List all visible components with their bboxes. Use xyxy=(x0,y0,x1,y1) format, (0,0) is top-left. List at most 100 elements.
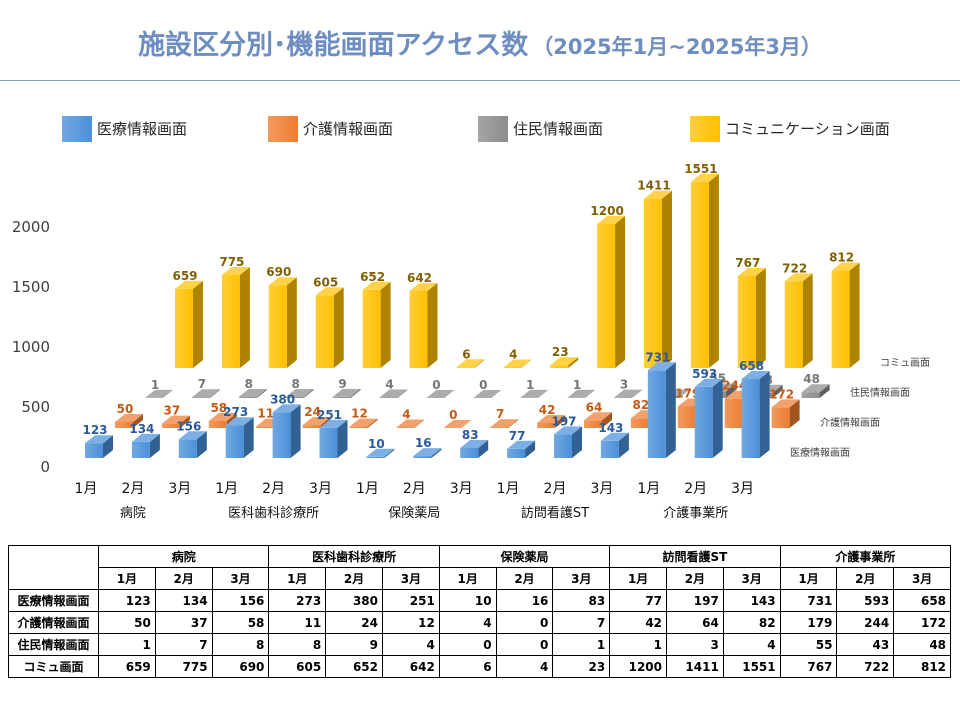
bar-front-face xyxy=(362,289,381,368)
bar-top-face xyxy=(443,420,472,428)
table-cell: 0 xyxy=(495,611,554,634)
bar-top-face xyxy=(366,448,395,457)
bar-front-face xyxy=(379,397,398,398)
bar xyxy=(567,389,596,398)
x-tick-label: 2月 xyxy=(544,481,567,497)
table-cell: 50 xyxy=(98,611,156,634)
bar-front-face xyxy=(724,398,743,428)
bar-side-face xyxy=(572,426,582,458)
data-label: 7 xyxy=(496,407,504,421)
bar xyxy=(225,417,254,458)
bar-top-face xyxy=(145,389,173,398)
bar-front-face xyxy=(784,281,803,368)
table-cell: 24 xyxy=(325,611,383,634)
bar-side-face xyxy=(103,435,113,458)
title-divider xyxy=(0,80,960,81)
bar xyxy=(597,216,626,368)
bar-side-face xyxy=(380,281,391,368)
bar-side-face xyxy=(708,173,719,368)
legend-label: 医療情報画面 xyxy=(97,120,188,138)
legend-swatch-care xyxy=(268,116,298,142)
table-cell: 179 xyxy=(779,611,838,634)
data-label: 273 xyxy=(223,405,248,419)
table-corner-cell xyxy=(8,545,99,590)
table-cell: 1200 xyxy=(609,655,668,678)
bar xyxy=(520,389,549,398)
bar xyxy=(694,378,723,458)
bar-side-face xyxy=(290,404,301,458)
table-cell: 775 xyxy=(154,655,213,678)
bar-top-face xyxy=(319,419,348,428)
table-cell: 123 xyxy=(98,589,156,612)
bar-top-face xyxy=(272,404,301,413)
bar-top-face xyxy=(831,262,860,271)
bar-side-face xyxy=(538,389,549,398)
table-cell: 812 xyxy=(893,655,952,678)
bar xyxy=(379,389,408,398)
series-axis-label: 介護情報画面 xyxy=(820,416,880,429)
table-month-header: 3月 xyxy=(893,567,952,590)
bar-top-face xyxy=(550,357,579,366)
bar-side-face xyxy=(568,357,579,368)
bar-front-face xyxy=(677,406,696,428)
data-label: 775 xyxy=(219,255,244,269)
table-cell: 42 xyxy=(609,611,668,634)
data-label: 1551 xyxy=(684,162,717,176)
bar-front-face xyxy=(131,441,150,458)
bar-side-face xyxy=(525,440,536,458)
data-table: 病院 医科歯科診療所 保険薬局 訪問看護ST 介護事業所 1月 2月 3月 1月 2月 3月 1月 2月… xyxy=(8,545,952,678)
bar-side-face xyxy=(755,268,766,368)
table-cell: 380 xyxy=(325,589,383,612)
bar xyxy=(600,432,629,458)
bar xyxy=(131,433,160,458)
bar-top-face xyxy=(597,216,626,224)
y-tick-label: 0 xyxy=(40,458,50,476)
legend-item-resident: 住民情報画面 xyxy=(478,116,603,142)
bar-side-face xyxy=(712,378,723,458)
y-tick-label: 1500 xyxy=(12,278,50,296)
page-title: 施設区分別･機能画面アクセス数 （2025年1月~2025年3月） xyxy=(0,24,960,68)
data-label: 77 xyxy=(509,429,526,443)
table-month-header: 2月 xyxy=(495,567,554,590)
data-label: 23 xyxy=(552,345,569,359)
table-group-header: 訪問看護ST xyxy=(609,545,781,568)
bar-front-face xyxy=(332,396,351,398)
bar-side-face xyxy=(179,415,190,428)
bar-front-face xyxy=(191,397,210,398)
data-label: 8 xyxy=(245,377,253,391)
data-label: 156 xyxy=(176,419,201,433)
bar-top-face xyxy=(741,371,770,379)
table-row: コミュ画面 659 775 690 605 652 642 6 4 23 1200 1411 1551 7… xyxy=(8,655,952,678)
table-row: 住民情報画面 1 7 8 8 9 4 0 0 1 1 3 4 55 43 48 xyxy=(8,633,952,656)
table-month-header: 1月 xyxy=(268,567,327,590)
bar-side-face xyxy=(303,389,314,398)
data-label: 812 xyxy=(829,251,854,265)
bar-top-face xyxy=(473,390,502,398)
bar-side-face xyxy=(478,440,489,458)
x-group-label: 病院 xyxy=(120,506,146,521)
bar-side-face xyxy=(333,287,344,368)
bar xyxy=(315,287,344,368)
bar xyxy=(741,371,770,458)
bar-top-face xyxy=(426,390,455,398)
bar-side-face xyxy=(772,384,783,398)
data-label: 0 xyxy=(432,378,440,392)
data-label: 6 xyxy=(462,347,470,361)
table-month-header: 2月 xyxy=(325,567,383,590)
bar xyxy=(507,440,536,458)
bar-front-face xyxy=(221,275,240,368)
bar-top-face xyxy=(175,280,203,289)
bar xyxy=(690,173,719,368)
bar xyxy=(584,412,612,428)
table-row-label: 住民情報画面 xyxy=(8,633,99,656)
bar-top-face xyxy=(409,283,438,291)
series-4: 659 775 690 605 652 642 6 4 23 1200 1411 1551 767 722… xyxy=(172,162,930,369)
data-label: 134 xyxy=(129,422,154,436)
table-cell: 0 xyxy=(438,633,497,656)
series-axis-label: コミュ画面 xyxy=(880,358,930,369)
bar-side-face xyxy=(243,417,254,458)
data-label: 7 xyxy=(198,377,206,391)
bar xyxy=(85,435,113,458)
bar xyxy=(319,419,348,458)
data-label: 642 xyxy=(407,271,432,285)
